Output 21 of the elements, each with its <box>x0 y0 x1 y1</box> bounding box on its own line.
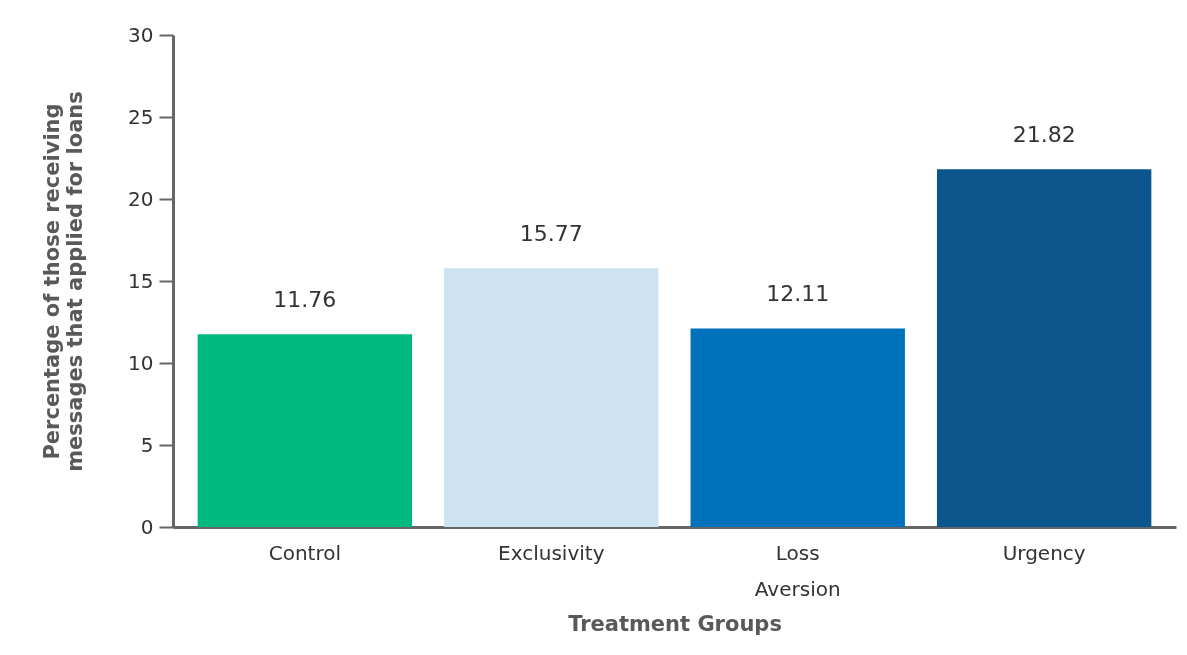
y-tick-label: 25 <box>128 104 154 129</box>
bar <box>197 334 413 527</box>
data-label: 11.76 <box>273 287 337 313</box>
y-tick-label: 5 <box>140 432 154 457</box>
y-tick-label: 0 <box>140 514 154 539</box>
y-tick-label: 30 <box>128 22 154 47</box>
y-tick-label: 10 <box>128 350 154 375</box>
bar <box>936 169 1152 527</box>
bar <box>690 328 905 527</box>
data-label: 21.82 <box>1012 122 1076 148</box>
x-tick-label: Exclusivity <box>498 540 605 565</box>
x-tick-label: Urgency <box>1002 540 1086 565</box>
bar <box>444 268 659 527</box>
y-tick-label: 20 <box>128 186 154 211</box>
data-label: 12.11 <box>766 281 830 307</box>
x-tick-label: Loss Aversion <box>754 540 841 601</box>
y-tick-label: 15 <box>128 268 154 293</box>
data-label: 15.77 <box>519 221 583 247</box>
y-axis-title: Percentage of those receiving messages that applied for loans <box>40 91 88 472</box>
x-tick-label: Control <box>268 540 341 565</box>
x-axis-title: Treatment Groups <box>568 611 782 636</box>
